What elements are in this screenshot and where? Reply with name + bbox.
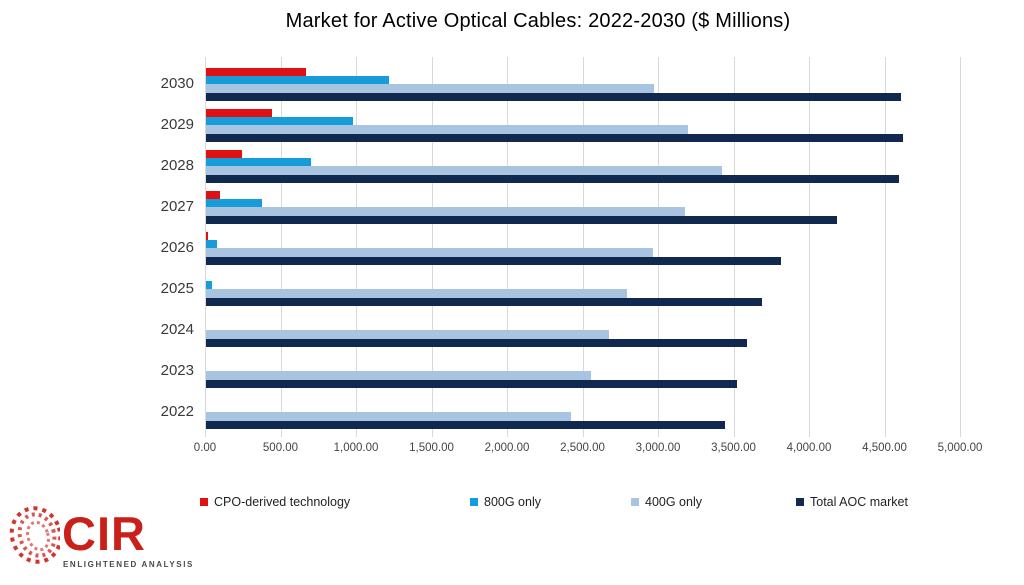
bar-2026-cpo-derived-technology — [206, 232, 209, 241]
legend-label: CPO-derived technology — [214, 495, 351, 509]
bar-2030-800g-only — [206, 76, 389, 85]
x-axis-tick-label: 4,000.00 — [786, 442, 832, 454]
x-axis-tick-label: 5,000.00 — [937, 442, 983, 454]
gridline — [658, 57, 659, 437]
legend-item-total-aoc-market: Total AOC market — [796, 494, 908, 510]
gridline — [205, 57, 206, 437]
bar-2024-400g-only — [206, 330, 610, 339]
y-axis-label-2028: 2028 — [160, 157, 194, 175]
bar-2029-400g-only — [206, 125, 688, 134]
legend-swatch-icon — [470, 498, 478, 506]
legend-label: 800G only — [484, 495, 541, 509]
bar-2026-total-aoc-market — [206, 256, 782, 265]
legend: CPO-derived technology 800G only 400G only… — [0, 494, 1024, 512]
legend-label: 400G only — [645, 495, 702, 509]
legend-swatch-icon — [631, 498, 639, 506]
bar-2030-400g-only — [206, 84, 655, 93]
gridline — [507, 57, 508, 437]
y-axis-label-2025: 2025 — [160, 280, 194, 298]
legend-item-cpo-derived-technology: CPO-derived technology — [200, 494, 350, 510]
legend-swatch-icon — [200, 498, 208, 506]
y-axis-label-2029: 2029 — [160, 116, 194, 134]
gridline — [960, 57, 961, 437]
bar-2027-400g-only — [206, 207, 685, 216]
cir-logo-tagline: ENLIGHTENED ANALYSIS — [63, 560, 194, 569]
gridline — [431, 57, 433, 437]
cir-logo: CIR ENLIGHTENED ANALYSIS — [6, 500, 192, 580]
x-axis-tick-label: 1,000.00 — [333, 442, 379, 454]
x-axis-tick-label: 3,500.00 — [711, 442, 756, 454]
bar-2027-total-aoc-market — [206, 215, 838, 224]
bar-2029-cpo-derived-technology — [206, 109, 272, 118]
bar-2029-total-aoc-market — [206, 133, 903, 142]
bar-2027-cpo-derived-technology — [206, 191, 221, 200]
gridline — [582, 57, 584, 437]
y-axis-label-2027: 2027 — [160, 198, 194, 216]
x-axis-tick-label: 500.00 — [262, 442, 299, 454]
legend-item-800g-only: 800G only — [470, 494, 541, 510]
bar-2026-400g-only — [206, 248, 653, 257]
bar-2027-800g-only — [206, 199, 262, 208]
bar-2028-400g-only — [206, 166, 723, 175]
gridline — [809, 57, 810, 437]
legend-swatch-icon — [796, 498, 804, 506]
cir-logo-text: CIR — [62, 507, 146, 560]
x-axis-tick-label: 1,500.00 — [409, 442, 454, 454]
bar-2023-total-aoc-market — [206, 379, 737, 388]
x-axis-tick-label: 0.00 — [193, 442, 217, 454]
bar-2025-400g-only — [206, 289, 628, 298]
legend-label: Total AOC market — [810, 495, 908, 509]
gridline — [280, 57, 282, 437]
bar-2030-total-aoc-market — [206, 92, 901, 101]
gridline — [733, 57, 735, 437]
bar-2022-total-aoc-market — [206, 420, 726, 429]
plot-area — [205, 57, 961, 437]
y-axis-label-2030: 2030 — [160, 75, 194, 93]
x-axis-tick-label: 2,000.00 — [484, 442, 530, 454]
y-axis-label-2023: 2023 — [160, 362, 194, 380]
legend-item-400g-only: 400G only — [631, 494, 702, 510]
bar-2025-800g-only — [206, 281, 213, 290]
x-axis-tick-label: 2,500.00 — [560, 442, 605, 454]
y-axis-label-2024: 2024 — [160, 321, 194, 339]
gridline — [356, 57, 357, 437]
bar-2022-400g-only — [206, 412, 572, 421]
bar-2023-400g-only — [206, 371, 592, 380]
bar-2026-800g-only — [206, 240, 218, 249]
x-axis-tick-label: 3,000.00 — [635, 442, 681, 454]
chart-title: Market for Active Optical Cables: 2022-2… — [285, 10, 791, 32]
cir-logo-swirl-icon — [6, 503, 63, 574]
gridline — [884, 57, 886, 437]
bar-2028-total-aoc-market — [206, 174, 900, 183]
bar-2025-total-aoc-market — [206, 297, 762, 306]
bar-2028-800g-only — [206, 158, 311, 167]
y-axis-label-2022: 2022 — [160, 403, 194, 421]
y-axis-label-2026: 2026 — [160, 239, 194, 257]
x-axis-tick-label: 4,500.00 — [862, 442, 907, 454]
bar-2030-cpo-derived-technology — [206, 68, 306, 77]
bar-2028-cpo-derived-technology — [206, 150, 243, 159]
bar-2029-800g-only — [206, 117, 354, 126]
bar-2024-total-aoc-market — [206, 338, 747, 347]
